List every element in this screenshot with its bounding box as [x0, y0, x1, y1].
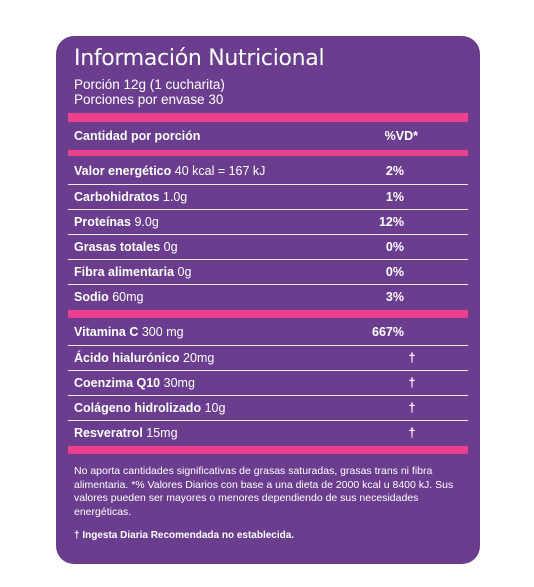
nutrient-row: Valor energético 40 kcal = 167 kJ 2%: [68, 159, 468, 184]
nutrient-name: Carbohidratos: [74, 190, 160, 204]
nutrient-amount: 9.0g: [134, 215, 159, 229]
nutrient-name: Grasas totales: [74, 240, 161, 254]
nutrient-dv: 2%: [385, 164, 404, 178]
nutrient-name: Valor energético: [74, 164, 172, 178]
bottom-divider-bar: [68, 446, 468, 454]
section-divider-bar: [68, 310, 468, 318]
extra-dv: †: [408, 426, 416, 440]
nutrient-dv: 3%: [385, 290, 404, 304]
extra-amount: 30mg: [163, 376, 195, 390]
footnote-dagger: † Ingesta Diaria Recomendada no establec…: [74, 530, 295, 541]
extra-row: Vitamina C 300 mg 667%: [68, 320, 468, 345]
extra-name: Colágeno hidrolizado: [74, 401, 202, 415]
extra-row: Colágeno hidrolizado 10g †: [68, 395, 468, 420]
nutrient-dv: 0%: [385, 265, 404, 279]
nutrient-row: Proteínas 9.0g 12%: [68, 209, 468, 234]
top-divider-bar: [68, 113, 468, 122]
extra-name: Coenzima Q10: [74, 376, 161, 390]
extra-dv: 667%: [372, 325, 404, 339]
extra-name: Ácido hialurónico: [74, 351, 180, 365]
extra-row: Ácido hialurónico 20mg †: [68, 345, 468, 370]
extra-amount: 10g: [204, 401, 226, 415]
nutrient-name: Proteínas: [74, 215, 131, 229]
extra-name: Resveratrol: [74, 426, 143, 440]
nutrient-amount: 0g: [163, 240, 178, 254]
extra-amount: 300 mg: [141, 325, 184, 339]
extra-amount: 20mg: [183, 351, 215, 365]
extra-row: Coenzima Q10 30mg †: [68, 370, 468, 395]
table-header-row: Cantidad por porción %VD*: [68, 123, 468, 150]
extra-amount: 15mg: [146, 426, 178, 440]
serving-size: Porción 12g (1 cucharita): [74, 77, 225, 92]
nutrient-row: Carbohidratos 1.0g 1%: [68, 184, 468, 209]
nutrient-dv: 0%: [385, 240, 404, 254]
nutrient-row: Grasas totales 0g 0%: [68, 234, 468, 259]
extra-dv: †: [408, 351, 416, 365]
nutrient-name: Sodio: [74, 290, 109, 304]
panel-title: Información Nutricional: [74, 46, 325, 71]
amount-per-serving-label: Cantidad por porción: [74, 129, 201, 143]
nutrient-name: Fibra alimentaria: [74, 265, 175, 279]
nutrient-row: Fibra alimentaria 0g 0%: [68, 259, 468, 284]
serving-info: Porción 12g (1 cucharita) Porciones por …: [74, 77, 225, 107]
nutrient-amount: 1.0g: [162, 190, 188, 204]
footnote: No aporta cantidades significativas de g…: [74, 465, 454, 518]
nutrition-facts-panel: Información Nutricional Porción 12g (1 c…: [56, 36, 480, 564]
nutrient-dv: 12%: [378, 215, 404, 229]
nutrient-amount: 60mg: [112, 290, 144, 304]
servings-per-container: Porciones por envase 30: [74, 92, 224, 107]
daily-value-header: %VD*: [384, 129, 418, 143]
extra-row: Resveratrol 15mg †: [68, 420, 468, 445]
extra-name: Vitamina C: [74, 325, 139, 339]
nutrient-dv: 1%: [385, 190, 404, 204]
header-divider-bar: [68, 150, 468, 156]
nutrient-row: Sodio 60mg 3%: [68, 284, 468, 309]
nutrient-amount: 40 kcal = 167 kJ: [174, 164, 266, 178]
extra-dv: †: [408, 401, 416, 415]
extra-dv: †: [408, 376, 416, 390]
nutrient-amount: 0g: [177, 265, 192, 279]
